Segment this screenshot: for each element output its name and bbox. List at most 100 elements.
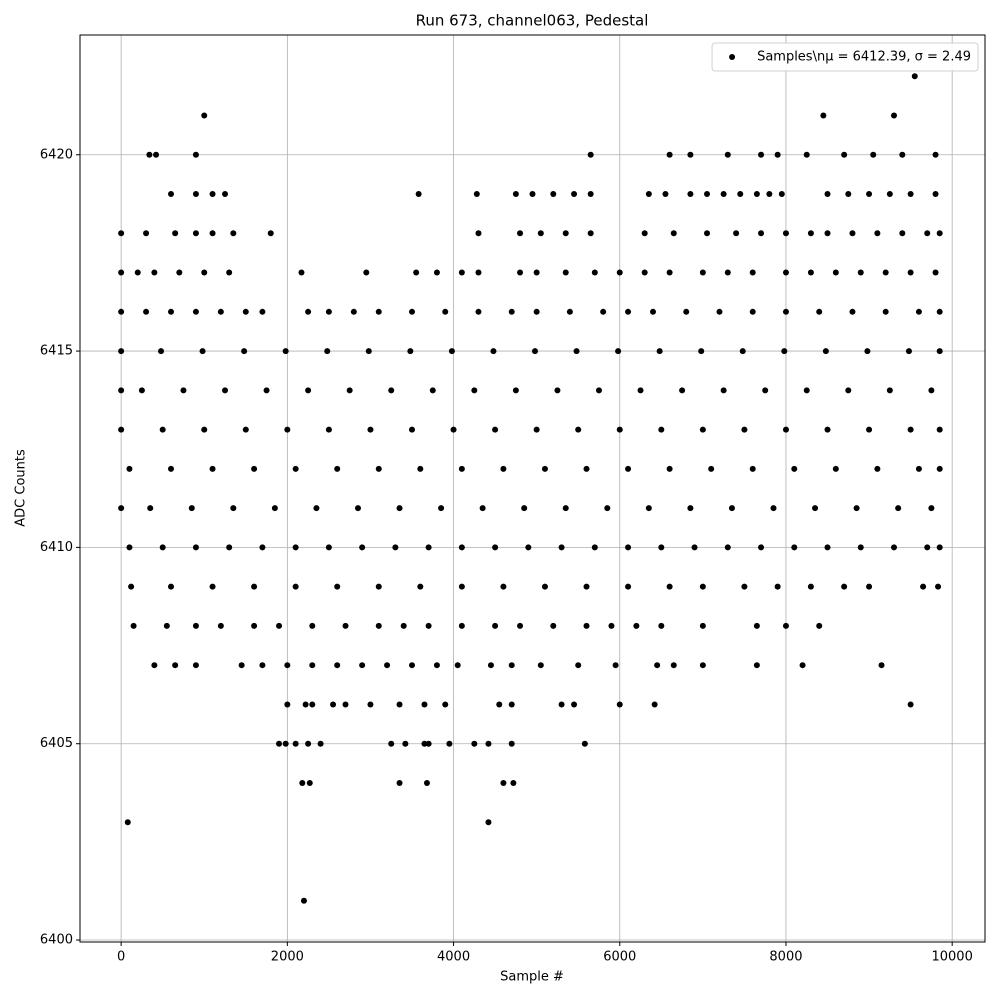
point: [573, 348, 580, 355]
point: [857, 269, 864, 276]
point: [259, 662, 266, 669]
point: [433, 269, 440, 276]
point: [147, 505, 154, 512]
point: [188, 505, 195, 512]
point: [615, 348, 622, 355]
point: [891, 112, 898, 119]
y-tick-label: 6415: [40, 344, 73, 359]
point: [562, 230, 569, 237]
point: [433, 662, 440, 669]
point: [284, 662, 291, 669]
point: [886, 191, 893, 198]
y-tick-label: 6410: [40, 540, 73, 555]
point: [408, 426, 415, 433]
point: [766, 191, 773, 198]
point: [292, 465, 299, 472]
point: [458, 465, 465, 472]
point: [841, 583, 848, 590]
point: [645, 191, 652, 198]
point: [363, 269, 370, 276]
point: [803, 387, 810, 394]
point: [625, 308, 632, 315]
point: [533, 426, 540, 433]
point: [824, 191, 831, 198]
point: [487, 662, 494, 669]
point: [510, 779, 517, 786]
point: [724, 151, 731, 158]
point: [209, 230, 216, 237]
point: [251, 583, 258, 590]
point: [924, 544, 931, 551]
grid: [80, 35, 985, 942]
point: [737, 191, 744, 198]
point: [271, 505, 278, 512]
point: [782, 426, 789, 433]
point: [276, 622, 283, 629]
point: [782, 308, 789, 315]
point: [864, 348, 871, 355]
point: [167, 583, 174, 590]
point: [749, 308, 756, 315]
point: [425, 544, 432, 551]
point: [209, 465, 216, 472]
point: [932, 191, 939, 198]
point: [741, 583, 748, 590]
point: [683, 308, 690, 315]
point: [525, 544, 532, 551]
point: [325, 544, 332, 551]
point: [396, 505, 403, 512]
point: [298, 269, 305, 276]
point: [134, 269, 141, 276]
point: [799, 662, 806, 669]
point: [641, 230, 648, 237]
point: [118, 348, 125, 355]
point: [388, 740, 395, 747]
point: [870, 151, 877, 158]
point: [192, 230, 199, 237]
point: [500, 583, 507, 590]
point: [350, 308, 357, 315]
point: [820, 112, 827, 119]
point: [153, 151, 160, 158]
point: [305, 740, 312, 747]
point: [500, 465, 507, 472]
point: [812, 505, 819, 512]
point: [656, 348, 663, 355]
point: [521, 505, 528, 512]
point: [375, 308, 382, 315]
point: [670, 662, 677, 669]
point: [832, 465, 839, 472]
x-tick-label: 2000: [271, 950, 304, 965]
point: [936, 465, 943, 472]
point: [163, 622, 170, 629]
point: [367, 701, 374, 708]
point: [816, 308, 823, 315]
point: [143, 308, 150, 315]
point: [699, 662, 706, 669]
point: [167, 465, 174, 472]
point: [758, 544, 765, 551]
point: [595, 387, 602, 394]
point: [566, 308, 573, 315]
point: [720, 387, 727, 394]
point: [500, 779, 507, 786]
point: [324, 348, 331, 355]
point: [302, 701, 309, 708]
point: [342, 701, 349, 708]
point: [679, 387, 686, 394]
point: [882, 269, 889, 276]
point: [417, 465, 424, 472]
point: [263, 387, 270, 394]
y-tick-label: 6405: [40, 736, 73, 751]
point: [342, 622, 349, 629]
point: [571, 191, 578, 198]
point: [824, 426, 831, 433]
point: [562, 269, 569, 276]
point: [699, 426, 706, 433]
point: [158, 348, 165, 355]
x-tick-label: 6000: [603, 950, 636, 965]
point: [936, 426, 943, 433]
point: [739, 348, 746, 355]
point: [241, 348, 248, 355]
point: [458, 544, 465, 551]
